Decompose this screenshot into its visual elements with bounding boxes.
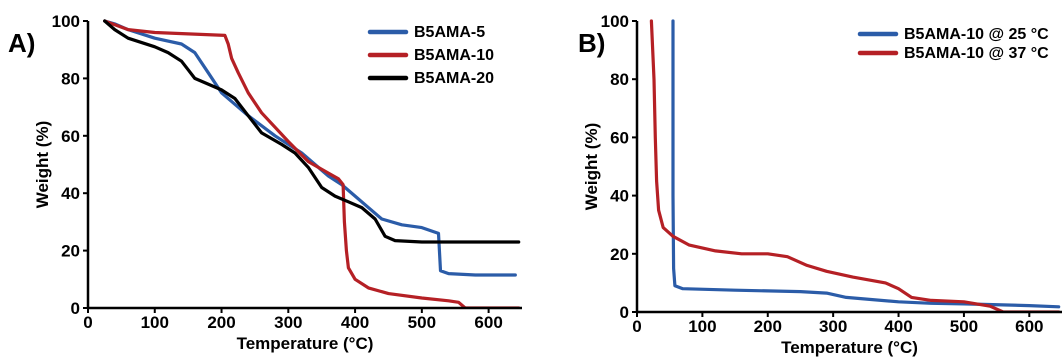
y-tick-label: 80 (61, 69, 80, 88)
x-tick-label: 0 (632, 317, 641, 336)
series-line-1 (103, 19, 521, 309)
y-tick-label: 60 (610, 128, 629, 147)
series-group (649, 19, 1061, 313)
legend-label-1: B5AMA-10 (414, 47, 494, 64)
panel-label: B) (578, 28, 605, 58)
x-tick-label: 300 (819, 317, 847, 336)
y-tick-label: 0 (71, 299, 80, 318)
chart-panel-1: B) 0 100 200 300 400 500 600 0 20 40 60 80 100 Tempera… (578, 12, 1062, 357)
legend-label-2: B5AMA-20 (414, 70, 494, 87)
y-tick-label: 100 (601, 12, 629, 31)
legend: B5AMA-5 B5AMA-10 B5AMA-20 (367, 24, 494, 87)
x-tick-label: 100 (688, 317, 716, 336)
x-tick-label: 500 (408, 313, 436, 332)
legend-label-0: B5AMA-10 @ 25 °C (904, 26, 1049, 43)
series-line-2 (103, 19, 521, 244)
series-line-0 (671, 19, 1061, 309)
chart-panel-0: A) 0 100 200 300 400 500 600 0 20 40 60 80 100 Tempera… (8, 12, 522, 353)
legend: B5AMA-10 @ 25 °C B5AMA-10 @ 37 °C (857, 26, 1049, 62)
y-tick-label: 20 (610, 245, 629, 264)
x-tick-label: 500 (950, 317, 978, 336)
y-axis-title: Weight (%) (582, 123, 601, 211)
x-tick-label: 400 (884, 317, 912, 336)
x-tick-label: 200 (754, 317, 782, 336)
legend-label-0: B5AMA-5 (414, 24, 485, 41)
series-group (103, 19, 521, 309)
x-tick-label: 0 (83, 313, 92, 332)
x-tick-label: 100 (141, 313, 169, 332)
panel-label: A) (8, 28, 35, 58)
y-tick-label: 20 (61, 242, 80, 261)
y-tick-label: 40 (610, 187, 629, 206)
x-tick-label: 200 (207, 313, 235, 332)
y-tick-label: 60 (61, 127, 80, 146)
x-tick-label: 600 (1015, 317, 1043, 336)
x-tick-label: 600 (474, 313, 502, 332)
y-axis-title: Weight (%) (33, 121, 52, 209)
x-tick-label: 300 (274, 313, 302, 332)
legend-label-1: B5AMA-10 @ 37 °C (904, 45, 1049, 62)
x-tick-label: 400 (341, 313, 369, 332)
y-tick-label: 80 (610, 70, 629, 89)
y-tick-label: 0 (620, 303, 629, 322)
series-line-0 (103, 19, 517, 277)
series-line-1 (649, 19, 1061, 313)
x-axis-title: Temperature (°C) (781, 338, 918, 357)
y-tick-label: 100 (52, 12, 80, 31)
y-tick-label: 40 (61, 184, 80, 203)
x-axis-title: Temperature (°C) (237, 334, 374, 353)
